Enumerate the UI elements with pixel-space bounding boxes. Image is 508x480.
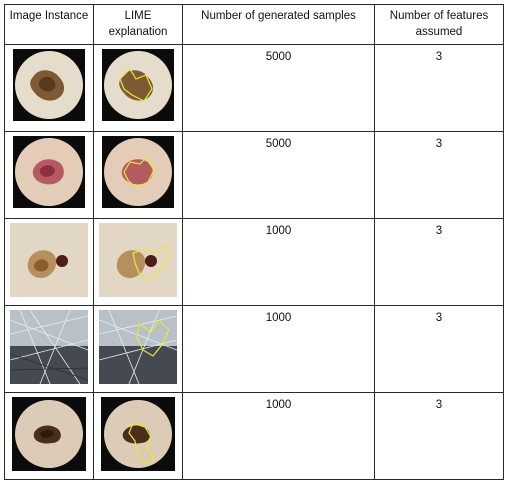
header-row: Image Instance LIME explanation Number o… [4, 4, 504, 45]
table-row: 5000 3 [4, 131, 504, 219]
table-row: 1000 3 [4, 392, 504, 480]
generated-samples-cell: 5000 [182, 44, 375, 132]
skin-lesion-closeup-icon [10, 223, 88, 297]
dermoscopy-lesion-brown-icon [13, 49, 85, 121]
generated-samples-cell: 1000 [182, 305, 375, 393]
features-assumed-cell: 3 [374, 305, 504, 393]
image-instance-cell [4, 131, 94, 219]
image-instance-cell [4, 44, 94, 132]
header-image-instance: Image Instance [4, 4, 94, 45]
lime-explanation-cell [93, 392, 183, 480]
features-assumed-cell: 3 [374, 131, 504, 219]
image-instance-cell [4, 305, 94, 393]
features-assumed-cell: 3 [374, 392, 504, 480]
lime-explanation-cell [93, 44, 183, 132]
dermoscopy-lesion-dark-icon [12, 397, 86, 471]
table-row: 5000 3 [4, 44, 504, 132]
generated-samples-cell: 1000 [182, 392, 375, 480]
lime-explanation-cell [93, 131, 183, 219]
results-table: Image Instance LIME explanation Number o… [4, 4, 504, 480]
table-row: 1000 3 [4, 218, 504, 306]
generated-samples-cell: 5000 [182, 131, 375, 219]
lime-overlay-yellow-contour-icon [99, 223, 177, 297]
lime-overlay-yellow-contour-icon [99, 310, 177, 384]
lime-explanation-cell [93, 218, 183, 306]
lime-overlay-yellow-contour-icon [101, 397, 175, 471]
image-instance-cell [4, 392, 94, 480]
hairy-skin-lesion-icon [10, 310, 88, 384]
features-assumed-cell: 3 [374, 44, 504, 132]
image-instance-cell [4, 218, 94, 306]
header-generated-samples: Number of generated samples [182, 4, 375, 45]
header-features-assumed: Number of features assumed [374, 4, 504, 45]
table-row: 1000 3 [4, 305, 504, 393]
lime-overlay-yellow-contour-icon [102, 49, 174, 121]
features-assumed-cell: 3 [374, 218, 504, 306]
lime-overlay-yellow-contour-icon [102, 136, 174, 208]
header-lime-explanation: LIME explanation [93, 4, 183, 45]
generated-samples-cell: 1000 [182, 218, 375, 306]
lime-explanation-cell [93, 305, 183, 393]
dermoscopy-lesion-pink-icon [13, 136, 85, 208]
